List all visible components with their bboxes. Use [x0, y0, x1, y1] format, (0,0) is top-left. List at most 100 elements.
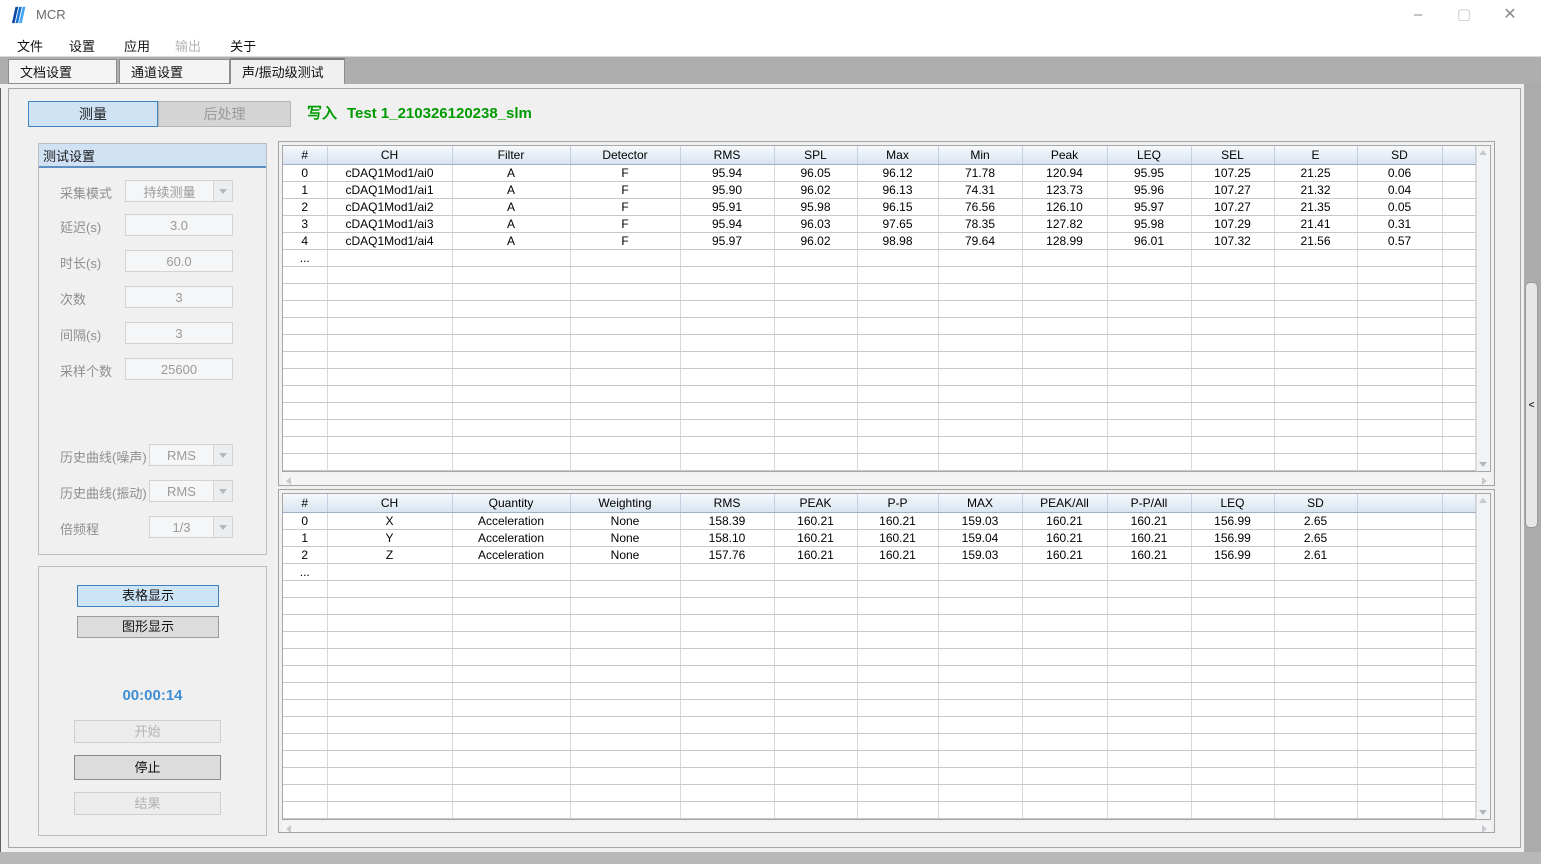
vibration-table-row[interactable] [283, 699, 1476, 717]
cell[interactable] [327, 716, 453, 734]
cell[interactable] [774, 249, 858, 267]
cell[interactable] [1191, 767, 1275, 785]
cell[interactable]: 107.27 [1191, 181, 1275, 199]
cell[interactable] [1191, 665, 1275, 683]
cell[interactable]: ... [283, 249, 328, 267]
scroll-up-icon[interactable] [1479, 150, 1488, 155]
cell[interactable] [1022, 249, 1108, 267]
cell[interactable] [938, 614, 1023, 632]
cell[interactable]: Acceleration [452, 512, 571, 530]
cell[interactable] [452, 716, 571, 734]
sound-table-horizontal-scrollbar[interactable] [282, 473, 1491, 485]
cell[interactable] [283, 419, 328, 437]
cell[interactable] [857, 385, 939, 403]
cell[interactable] [938, 300, 1023, 318]
cell[interactable] [774, 385, 858, 403]
vibration-table-row[interactable]: 0 X Acceleration None 158.39 160.21 160.21 159.… [283, 512, 1476, 530]
cell[interactable] [570, 283, 681, 301]
cell[interactable] [680, 716, 775, 734]
scroll-right-icon[interactable] [1482, 476, 1487, 485]
cell[interactable] [452, 699, 571, 717]
cell[interactable] [283, 368, 328, 386]
scroll-left-icon[interactable] [286, 824, 291, 832]
cell[interactable] [1274, 784, 1358, 802]
cell[interactable]: 2 [283, 198, 328, 216]
cell[interactable]: cDAQ1Mod1/ai4 [327, 232, 453, 250]
cell[interactable] [1274, 597, 1358, 615]
cell[interactable] [1107, 767, 1192, 785]
cell[interactable] [857, 665, 939, 683]
cell[interactable]: 0 [283, 164, 328, 182]
cell[interactable] [857, 801, 939, 819]
cell[interactable] [452, 453, 571, 471]
cell[interactable] [1357, 385, 1443, 403]
cell[interactable] [1107, 716, 1192, 734]
cell[interactable] [1107, 750, 1192, 768]
cell[interactable] [570, 385, 681, 403]
cell[interactable] [570, 631, 681, 649]
cell[interactable] [452, 249, 571, 267]
cell[interactable]: ... [283, 563, 328, 581]
cell[interactable] [1357, 368, 1443, 386]
maximize-button[interactable]: ▢ [1456, 6, 1472, 23]
cell[interactable] [570, 597, 681, 615]
cell[interactable]: F [570, 181, 681, 199]
cell[interactable]: 160.21 [1107, 546, 1192, 564]
cell[interactable] [774, 682, 858, 700]
cell[interactable] [1274, 334, 1358, 352]
cell[interactable] [283, 580, 328, 598]
cell[interactable]: 107.27 [1191, 198, 1275, 216]
minimize-button[interactable]: – [1413, 6, 1423, 23]
cell[interactable]: None [570, 512, 681, 530]
cell[interactable] [1442, 716, 1476, 734]
sound-table-row[interactable] [283, 419, 1476, 437]
sound-table-row[interactable]: 0 cDAQ1Mod1/ai0 A F 95.94 96.05 96.12 71.78 120.… [283, 164, 1476, 182]
vibration-table-row[interactable]: ... [283, 563, 1476, 581]
cell[interactable] [327, 351, 453, 369]
cell[interactable] [1107, 385, 1192, 403]
cell[interactable] [1442, 597, 1476, 615]
cell[interactable] [938, 283, 1023, 301]
cell[interactable] [680, 334, 775, 352]
cell[interactable] [570, 249, 681, 267]
cell[interactable] [1274, 750, 1358, 768]
cell[interactable] [1022, 699, 1108, 717]
cell[interactable] [327, 317, 453, 335]
cell[interactable] [1191, 266, 1275, 284]
cell[interactable] [1442, 648, 1476, 666]
cell[interactable]: 157.76 [680, 546, 775, 564]
cell[interactable] [1357, 419, 1443, 437]
cell[interactable]: 4 [283, 232, 328, 250]
vibration-table-row[interactable] [283, 784, 1476, 802]
cell[interactable] [1274, 733, 1358, 751]
cell[interactable] [1357, 801, 1443, 819]
cell[interactable]: A [452, 181, 571, 199]
cell[interactable] [1274, 580, 1358, 598]
cell[interactable] [1274, 699, 1358, 717]
cell[interactable] [570, 563, 681, 581]
cell[interactable]: None [570, 529, 681, 547]
tab-2[interactable]: 通道设置 [119, 59, 230, 84]
cell[interactable] [1191, 801, 1275, 819]
cell[interactable] [857, 648, 939, 666]
cell[interactable] [1357, 266, 1443, 284]
cell[interactable]: 79.64 [938, 232, 1023, 250]
cell[interactable] [680, 283, 775, 301]
cell[interactable] [938, 368, 1023, 386]
cell[interactable] [680, 300, 775, 318]
cell[interactable]: 96.02 [774, 232, 858, 250]
cell[interactable] [857, 249, 939, 267]
cell[interactable] [1442, 266, 1476, 284]
cell[interactable] [327, 614, 453, 632]
cell[interactable] [774, 351, 858, 369]
cell[interactable] [452, 733, 571, 751]
cell[interactable]: 21.35 [1274, 198, 1358, 216]
table-display-button[interactable]: 表格显示 [77, 585, 219, 607]
cell[interactable] [327, 784, 453, 802]
cell[interactable] [1357, 317, 1443, 335]
cell[interactable] [857, 453, 939, 471]
cell[interactable]: 107.25 [1191, 164, 1275, 182]
cell[interactable] [774, 767, 858, 785]
cell[interactable] [938, 801, 1023, 819]
cell[interactable] [570, 436, 681, 454]
